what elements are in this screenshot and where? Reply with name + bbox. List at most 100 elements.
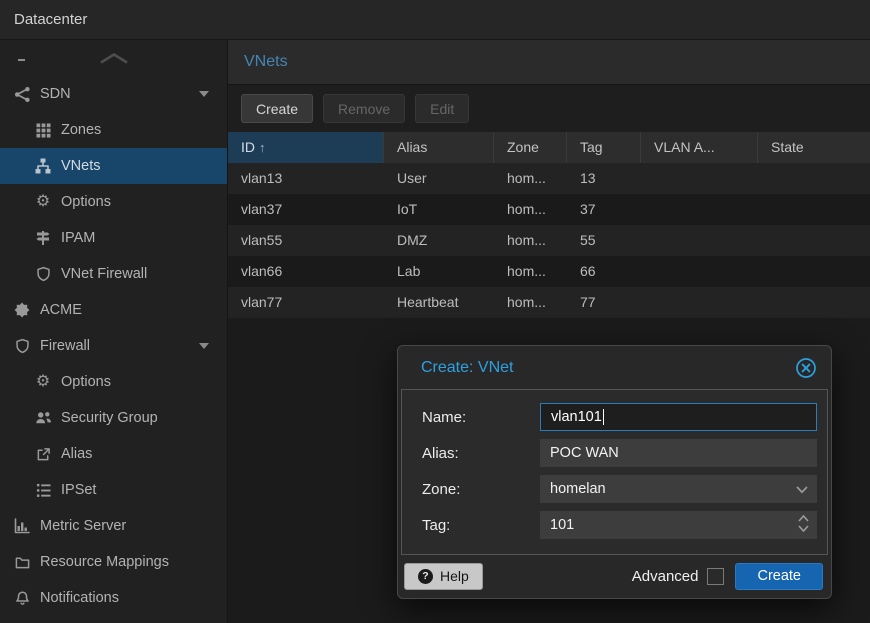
cell-state xyxy=(758,194,870,225)
zone-label: Zone: xyxy=(422,480,461,498)
edit-button[interactable]: Edit xyxy=(415,94,470,123)
certificate-icon xyxy=(13,301,31,319)
cell-vlan-aware xyxy=(641,194,758,225)
folder-icon xyxy=(13,553,31,571)
table-row[interactable]: vlan55 DMZ hom... 55 xyxy=(228,225,870,256)
alias-label: Alias: xyxy=(422,444,459,462)
advanced-label: Advanced xyxy=(631,567,699,585)
tag-field[interactable]: 101 xyxy=(540,511,817,539)
bar-chart-icon xyxy=(13,517,31,535)
sidebar-item-firewall-options[interactable]: ⚙ Options xyxy=(0,364,227,400)
create-button[interactable]: Create xyxy=(241,94,314,123)
table-row[interactable]: vlan37 IoT hom... 37 xyxy=(228,194,870,225)
column-header-vlan-aware[interactable]: VLAN A... xyxy=(641,132,758,163)
advanced-checkbox[interactable] xyxy=(707,567,725,585)
dialog-create-button[interactable]: Create xyxy=(735,562,823,590)
cell-zone: hom... xyxy=(507,201,546,217)
sidebar-item-vnet-firewall[interactable]: VNet Firewall xyxy=(0,256,227,292)
top-bar: Datacenter xyxy=(0,0,870,40)
spinner-up-icon[interactable] xyxy=(798,515,809,522)
sidebar-item-label: Resource Mappings xyxy=(40,554,169,570)
form-row-zone: Zone: homelan xyxy=(422,475,817,503)
sort-ascending-icon: ↑ xyxy=(259,140,266,155)
sidebar-item-label: VNet Firewall xyxy=(61,266,148,282)
sidebar-item-vnets[interactable]: VNets xyxy=(0,148,227,184)
remove-button[interactable]: Remove xyxy=(323,94,406,123)
column-header-alias[interactable]: Alias xyxy=(384,132,494,163)
sdn-icon xyxy=(13,85,31,103)
cell-state xyxy=(758,163,870,194)
cell-tag: 37 xyxy=(580,201,596,217)
sidebar-item-resource-mappings[interactable]: Resource Mappings xyxy=(0,544,227,580)
sidebar-item-zones[interactable]: Zones xyxy=(0,112,227,148)
column-header-zone[interactable]: Zone xyxy=(494,132,567,163)
sidebar-item-notifications[interactable]: Notifications xyxy=(0,580,227,616)
zones-grid-icon xyxy=(34,121,52,139)
panel-title: VNets xyxy=(244,53,288,70)
cell-state xyxy=(758,287,870,318)
sidebar-item-ipset[interactable]: IPSet xyxy=(0,472,227,508)
sidebar-item-label: VNets xyxy=(61,158,101,174)
table-row[interactable]: vlan13 User hom... 13 xyxy=(228,163,870,194)
cell-alias: User xyxy=(397,170,427,186)
tree-scroll-up[interactable] xyxy=(0,40,227,76)
sidebar-item-sdn-options[interactable]: ⚙ Options xyxy=(0,184,227,220)
gear-icon: ⚙ xyxy=(35,193,51,210)
table-row[interactable]: vlan77 Heartbeat hom... 77 xyxy=(228,287,870,318)
signpost-icon xyxy=(34,229,52,247)
sidebar-item-label: IPSet xyxy=(61,482,97,498)
help-button[interactable]: ? Help xyxy=(404,562,483,590)
sidebar-item-acme[interactable]: ACME xyxy=(0,292,227,328)
dialog-header[interactable]: Create: VNet xyxy=(398,346,831,389)
page-title: Datacenter xyxy=(14,11,88,28)
sidebar-item-ipam[interactable]: IPAM xyxy=(0,220,227,256)
zone-select[interactable]: homelan xyxy=(540,475,817,503)
column-header-tag[interactable]: Tag xyxy=(567,132,641,163)
sidebar-item-sdn[interactable]: SDN xyxy=(0,76,227,112)
cell-vlan-aware xyxy=(641,287,758,318)
form-row-tag: Tag: 101 xyxy=(422,511,817,539)
chevron-down-icon[interactable] xyxy=(796,486,808,494)
chevron-down-icon[interactable] xyxy=(199,343,209,349)
sidebar-tree: SDN Zones VNets ⚙ Options IPAM xyxy=(0,40,227,623)
sidebar-item-label: Notifications xyxy=(40,590,119,606)
cell-alias: Lab xyxy=(397,263,421,279)
spinner-down-icon[interactable] xyxy=(798,525,809,532)
dialog-form: Name: vlan101 Alias: POC WAN Zone: homel… xyxy=(401,389,828,555)
external-link-icon xyxy=(34,445,52,463)
name-label: Name: xyxy=(422,408,467,426)
sidebar-item-firewall[interactable]: Firewall xyxy=(0,328,227,364)
sidebar-item-security-group[interactable]: Security Group xyxy=(0,400,227,436)
chevron-down-icon[interactable] xyxy=(199,91,209,97)
partial-tree-item xyxy=(18,59,25,61)
cell-alias: IoT xyxy=(397,201,418,217)
sidebar-item-label: IPAM xyxy=(61,230,96,246)
name-field[interactable]: vlan101 xyxy=(540,403,817,431)
cell-tag: 77 xyxy=(580,294,596,310)
cell-vlan-aware xyxy=(641,225,758,256)
sidebar-item-metric-server[interactable]: Metric Server xyxy=(0,508,227,544)
cell-state xyxy=(758,225,870,256)
cell-zone: hom... xyxy=(507,294,546,310)
bell-icon xyxy=(13,589,31,607)
create-vnet-dialog: Create: VNet Name: vlan101 Alias: POC WA… xyxy=(397,345,832,599)
text-cursor xyxy=(602,409,604,425)
column-header-id[interactable]: ID ↑ xyxy=(228,132,384,163)
cell-alias: DMZ xyxy=(397,232,428,248)
table-row[interactable]: vlan66 Lab hom... 66 xyxy=(228,256,870,287)
alias-field[interactable]: POC WAN xyxy=(540,439,817,467)
cell-vlan-aware xyxy=(641,163,758,194)
form-row-alias: Alias: POC WAN xyxy=(422,439,817,467)
shield-icon xyxy=(34,265,52,283)
users-icon xyxy=(34,409,52,427)
column-header-state[interactable]: State xyxy=(771,139,804,155)
table-header-row: ID ↑ Alias Zone Tag VLAN A... State xyxy=(228,132,870,163)
close-icon[interactable] xyxy=(795,357,817,379)
sidebar-item-alias[interactable]: Alias xyxy=(0,436,227,472)
list-icon xyxy=(34,481,52,499)
number-spinner[interactable] xyxy=(798,515,809,532)
sidebar-item-label: Firewall xyxy=(40,338,90,354)
vnets-panel: VNets Create Remove Edit ID ↑ Alias Zone … xyxy=(227,40,870,623)
cell-id: vlan77 xyxy=(241,294,283,310)
shield-icon xyxy=(13,337,31,355)
